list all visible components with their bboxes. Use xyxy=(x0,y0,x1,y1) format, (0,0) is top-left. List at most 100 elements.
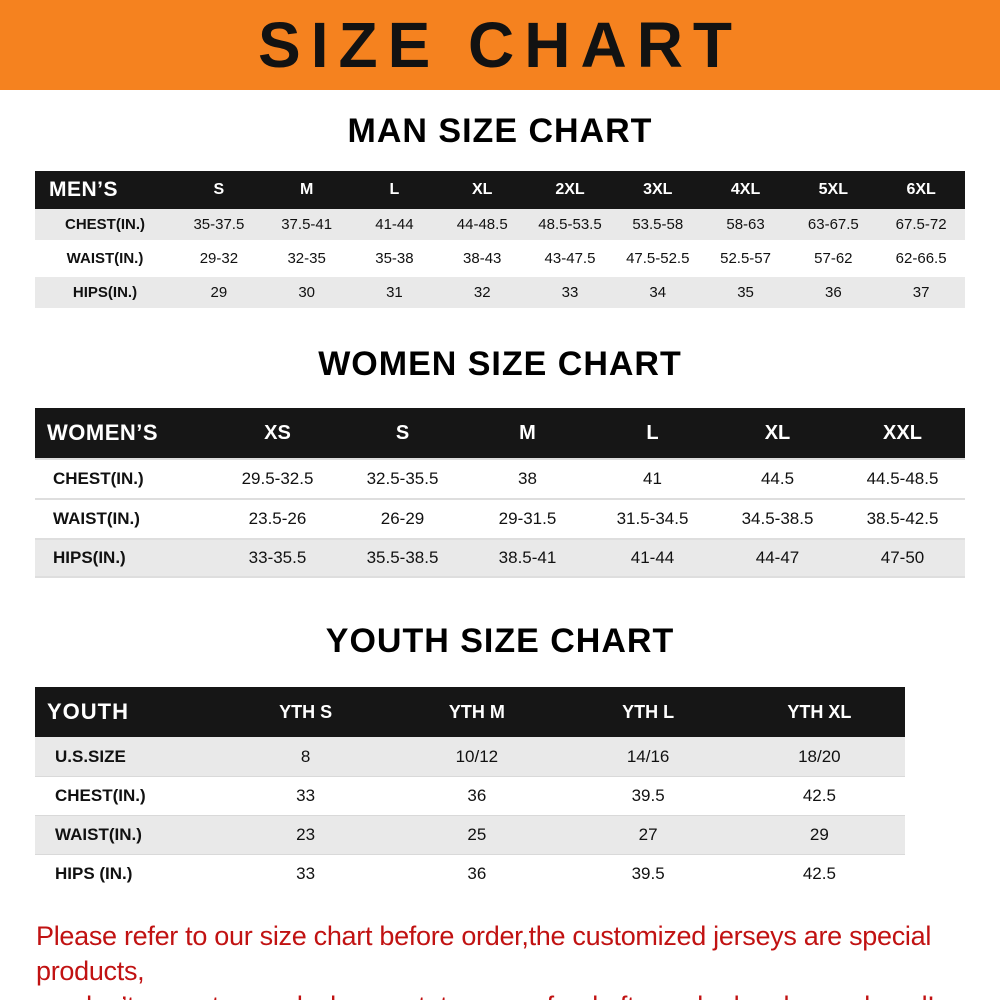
size-column-header: 3XL xyxy=(643,181,673,198)
size-column-header: S xyxy=(213,181,225,198)
size-column-header: XL xyxy=(764,421,791,444)
measurement-label: HIPS(IN.) xyxy=(53,548,126,567)
size-column-header: XXL xyxy=(883,421,922,444)
men-chart-heading: MAN SIZE CHART xyxy=(347,112,653,150)
size-column-header: YTH S xyxy=(279,701,333,722)
measurement-value: 35.5-38.5 xyxy=(366,548,439,567)
youth-size-table: YOUTH YTH S YTH M YTH L YTH XL U.S.SIZE 8 10/12… xyxy=(35,687,905,893)
table-header-row: MEN’S S M L XL 2XL 3XL 4XL 5XL 6XL xyxy=(35,171,965,209)
measurement-label: HIPS(IN.) xyxy=(72,284,138,301)
measurement-value: 39.5 xyxy=(631,786,665,805)
measurement-value: 44.5 xyxy=(760,469,795,488)
size-column-header: S xyxy=(395,421,410,444)
measurement-label: U.S.SIZE xyxy=(55,746,126,766)
measurement-label: WAIST(IN.) xyxy=(55,825,142,844)
measurement-value: 10/12 xyxy=(455,746,499,766)
measurement-row: CHEST(IN.) 35-37.5 37.5-41 41-44 44-48.5 48.5… xyxy=(35,209,965,243)
measurement-label: CHEST(IN.) xyxy=(53,469,144,488)
measurement-value: 31 xyxy=(386,284,403,301)
measurement-value: 31.5-34.5 xyxy=(616,509,689,528)
measurement-value: 53.5-58 xyxy=(632,216,684,233)
women-chart-heading: WOMEN SIZE CHART xyxy=(318,345,682,383)
measurement-value: 34 xyxy=(649,284,667,301)
measurement-label: CHEST(IN.) xyxy=(55,786,146,805)
size-chart-banner: SIZE CHART xyxy=(0,0,1000,90)
measurement-value: 29-31.5 xyxy=(498,509,557,528)
measurement-value: 35 xyxy=(737,284,754,301)
measurement-value: 14/16 xyxy=(626,746,670,766)
measurement-value: 44-48.5 xyxy=(456,216,508,233)
youth-chart-heading: YOUTH SIZE CHART xyxy=(325,622,675,660)
measurement-value: 36 xyxy=(467,864,487,883)
measurement-row: HIPS(IN.) 33-35.5 35.5-38.5 38.5-41 41-44 44-… xyxy=(35,538,965,578)
measurement-value: 33 xyxy=(561,284,579,301)
table-title: YOUTH xyxy=(47,699,129,724)
measurement-value: 44-47 xyxy=(755,548,800,567)
women-size-table: WOMEN’S XS S M L XL XXL CHEST(IN.) 29.5-32.5 32.5… xyxy=(35,408,965,578)
measurement-value: 47-50 xyxy=(880,548,925,567)
measurement-value: 29-32 xyxy=(199,250,239,267)
measurement-row: WAIST(IN.) 23.5-26 26-29 29-31.5 31.5-34.5 34… xyxy=(35,498,965,538)
table-header-row: WOMEN’S XS S M L XL XXL xyxy=(35,408,965,458)
measurement-label: WAIST(IN.) xyxy=(53,509,140,528)
size-chart-body: MAN SIZE CHART MEN’S S M L XL 2XL 3XL 4XL 5XL 6XL… xyxy=(0,112,1000,893)
men-size-table: MEN’S S M L XL 2XL 3XL 4XL 5XL 6XL CHEST(IN.) 35-37… xyxy=(35,171,965,311)
measurement-value: 38 xyxy=(518,469,537,488)
measurement-value: 33-35.5 xyxy=(248,548,307,567)
size-column-header: 5XL xyxy=(818,181,848,198)
measurement-row: WAIST(IN.) 29-32 32-35 35-38 38-43 43-47.5 47.… xyxy=(35,243,965,277)
size-column-header: L xyxy=(646,421,659,444)
measurement-value: 57-62 xyxy=(814,250,853,267)
measurement-value: 63-67.5 xyxy=(807,216,859,233)
measurement-row: WAIST(IN.) 23 25 27 29 xyxy=(35,815,905,854)
order-notice: Please refer to our size chart before or… xyxy=(36,919,1000,1000)
measurement-value: 37.5-41 xyxy=(281,216,333,233)
measurement-row: U.S.SIZE 8 10/12 14/16 18/20 xyxy=(35,737,905,776)
section-men: MAN SIZE CHART MEN’S S M L XL 2XL 3XL 4XL 5XL 6XL… xyxy=(0,112,1000,311)
table-header-row: YOUTH YTH S YTH M YTH L YTH XL xyxy=(35,687,905,737)
size-column-header: 2XL xyxy=(555,181,585,198)
measurement-value: 52.5-57 xyxy=(720,250,771,267)
measurement-value: 27 xyxy=(638,825,658,844)
measurement-value: 42.5 xyxy=(802,864,836,883)
measurement-value: 8 xyxy=(300,746,311,766)
measurement-row: HIPS (IN.) 33 36 39.5 42.5 xyxy=(35,854,905,893)
measurement-value: 43-47.5 xyxy=(544,250,596,267)
measurement-label: WAIST(IN.) xyxy=(66,250,144,267)
table-title: WOMEN’S xyxy=(47,420,159,445)
measurement-value: 33 xyxy=(296,864,316,883)
measurement-value: 36 xyxy=(467,786,487,805)
measurement-value: 58-63 xyxy=(726,216,765,233)
measurement-label: CHEST(IN.) xyxy=(65,216,145,233)
size-column-header: M xyxy=(299,181,314,198)
measurement-value: 36 xyxy=(824,284,842,301)
measurement-value: 48.5-53.5 xyxy=(538,216,602,233)
measurement-value: 23 xyxy=(296,825,316,844)
measurement-value: 42.5 xyxy=(802,786,836,805)
banner-title: SIZE CHART xyxy=(258,9,742,81)
measurement-value: 67.5-72 xyxy=(895,216,947,233)
measurement-value: 38.5-42.5 xyxy=(866,509,939,528)
measurement-row: HIPS(IN.) 29 30 31 32 33 34 35 36 37 xyxy=(35,277,965,311)
measurement-value: 38-43 xyxy=(463,250,502,267)
measurement-value: 39.5 xyxy=(631,864,665,883)
size-column-header: YTH XL xyxy=(787,701,852,722)
size-column-header: 6XL xyxy=(906,181,936,198)
measurement-value: 41-44 xyxy=(375,216,414,233)
measurement-value: 35-38 xyxy=(375,250,414,267)
measurement-value: 29.5-32.5 xyxy=(241,469,314,488)
size-column-header: XS xyxy=(264,421,291,444)
size-column-header: M xyxy=(519,421,536,444)
notice-line-1: Please refer to our size chart before or… xyxy=(36,921,932,987)
section-women: WOMEN SIZE CHART WOMEN’S XS S M L XL XXL CHEST(… xyxy=(0,345,1000,578)
measurement-value: 62-66.5 xyxy=(895,250,947,267)
measurement-value: 37 xyxy=(912,284,930,301)
table-title: MEN’S xyxy=(49,178,119,201)
measurement-value: 32-35 xyxy=(287,250,326,267)
measurement-value: 47.5-52.5 xyxy=(626,250,690,267)
measurement-value: 26-29 xyxy=(380,509,425,528)
measurement-value: 25 xyxy=(467,825,487,844)
section-youth: YOUTH SIZE CHART YOUTH YTH S YTH M YTH L YTH… xyxy=(0,622,1000,893)
size-column-header: YTH L xyxy=(622,701,675,722)
measurement-value: 32.5-35.5 xyxy=(366,469,439,488)
